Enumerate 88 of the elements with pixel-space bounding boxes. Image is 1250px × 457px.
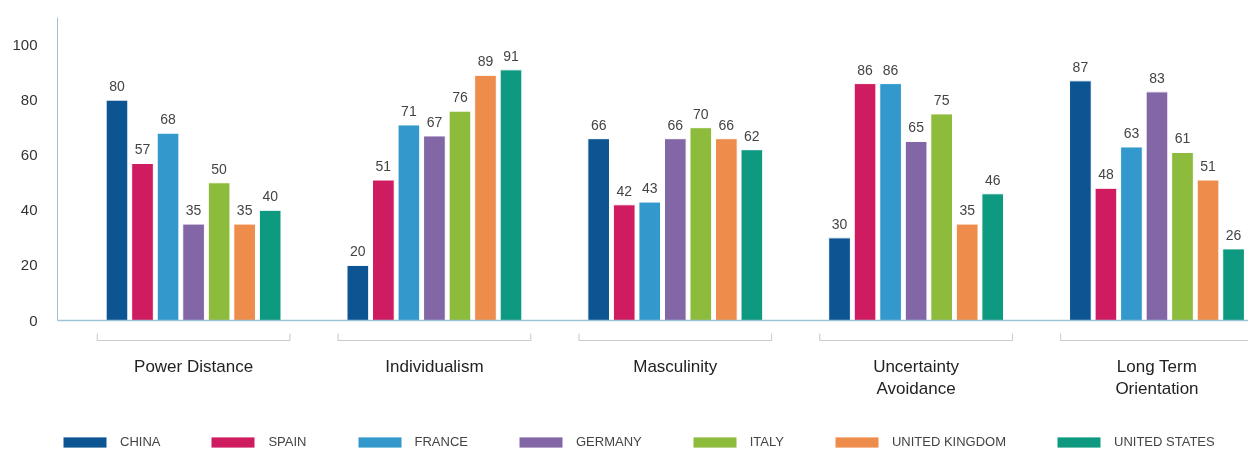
- data-label: 35: [959, 202, 976, 219]
- y-tick-label: 60: [20, 146, 38, 164]
- data-label: 57: [134, 141, 151, 158]
- data-label: 46: [984, 171, 1001, 188]
- bar: [955, 223, 979, 321]
- bar: [1196, 179, 1220, 321]
- bar: [715, 138, 738, 321]
- bar: [1094, 187, 1118, 321]
- bar: [853, 83, 877, 321]
- bar: [663, 138, 687, 321]
- bar: [612, 204, 636, 321]
- bar: [499, 69, 523, 321]
- bar: [587, 138, 611, 321]
- data-label: 66: [590, 116, 607, 133]
- data-label: 62: [744, 127, 760, 144]
- data-label: 91: [503, 47, 520, 64]
- bar: [638, 201, 662, 321]
- bar: [105, 99, 129, 321]
- bar: [346, 264, 370, 321]
- data-label: 40: [262, 188, 279, 205]
- data-label: 42: [616, 182, 633, 199]
- y-tick-label: 80: [20, 91, 38, 109]
- data-label: 20: [350, 243, 366, 260]
- data-label: 66: [667, 116, 684, 133]
- legend-label: GERMANY: [575, 434, 642, 449]
- x-tick-label: Individualism: [385, 356, 484, 376]
- x-tick-label: Uncertainty Avoidance: [873, 356, 960, 399]
- data-label: 76: [452, 89, 468, 106]
- y-tick-label: 0: [29, 311, 38, 329]
- bar: [474, 74, 497, 321]
- y-tick-label: 40: [20, 201, 38, 219]
- y-tick-label: 100: [12, 36, 38, 54]
- legend-label: CHINA: [120, 434, 161, 449]
- data-label: 65: [908, 119, 925, 136]
- bar: [156, 132, 180, 321]
- bar: [207, 182, 231, 321]
- data-label: 66: [718, 116, 735, 133]
- data-label: 48: [1098, 166, 1114, 183]
- y-tick-label: 20: [20, 256, 38, 274]
- bar: [740, 149, 764, 321]
- bar: [258, 209, 282, 321]
- legend-label: SPAIN: [268, 434, 307, 449]
- bar: [131, 162, 154, 321]
- bar: [1145, 91, 1169, 321]
- bar: [423, 135, 446, 321]
- data-label: 26: [1225, 226, 1242, 243]
- bar: [1120, 146, 1143, 321]
- data-label: 30: [831, 215, 848, 232]
- data-label: 50: [211, 160, 228, 177]
- bar: [904, 140, 928, 321]
- bar: [1171, 151, 1194, 321]
- data-label: 80: [109, 78, 125, 95]
- bar: [1222, 248, 1245, 321]
- data-label: 43: [641, 180, 658, 197]
- data-label: 70: [693, 105, 709, 122]
- legend-label: ITALY: [749, 434, 784, 449]
- data-label: 89: [477, 53, 494, 70]
- data-label: 61: [1174, 130, 1191, 147]
- data-label: 35: [236, 202, 253, 219]
- bar: [930, 113, 953, 321]
- data-label: 83: [1149, 69, 1165, 86]
- data-label: 68: [160, 111, 177, 128]
- x-tick-label: Masculinity: [633, 356, 718, 376]
- data-label: 87: [1072, 58, 1089, 75]
- data-label: 51: [375, 158, 392, 175]
- bar: [182, 223, 205, 321]
- data-label: 67: [426, 113, 443, 130]
- bar: [397, 124, 421, 321]
- bar: [448, 110, 472, 321]
- bar: [372, 179, 395, 321]
- data-label: 63: [1123, 124, 1140, 141]
- bar: [981, 193, 1005, 321]
- legend-label: UNITED KINGDOM: [891, 434, 1007, 449]
- bar: [233, 223, 256, 321]
- data-label: 71: [401, 102, 417, 119]
- data-label: 51: [1200, 158, 1217, 175]
- bar: [1069, 80, 1092, 321]
- x-tick-label: Long Term Orientation: [1115, 356, 1199, 399]
- data-label: 35: [185, 202, 202, 219]
- data-label: 86: [857, 61, 874, 78]
- data-label: 75: [933, 91, 950, 108]
- x-tick-label: Power Distance: [134, 356, 254, 376]
- legend-label: FRANCE: [414, 434, 468, 449]
- data-label: 86: [882, 61, 899, 78]
- legend-label: UNITED STATES: [1114, 434, 1215, 449]
- bar: [689, 127, 713, 321]
- bar: [828, 237, 851, 321]
- bar: [879, 83, 902, 321]
